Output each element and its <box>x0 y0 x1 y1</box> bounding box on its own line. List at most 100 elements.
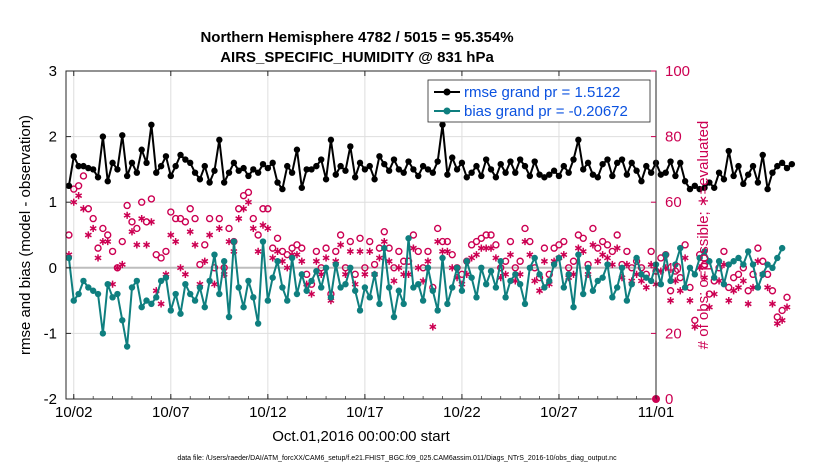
obs-possible-point <box>720 247 728 256</box>
obs-evaluated-point <box>201 257 209 265</box>
obs-possible-point <box>152 250 160 259</box>
bias-point <box>264 297 272 304</box>
rmse-point <box>444 171 451 178</box>
obs-possible-point <box>681 241 689 249</box>
obs-possible-point <box>433 224 442 233</box>
bias-point <box>347 264 354 271</box>
obs-evaluated-point <box>472 251 480 259</box>
obs-evaluated-point <box>167 231 175 239</box>
obs-possible-point <box>196 260 204 269</box>
obs-evaluated-point <box>94 254 102 262</box>
bias-point <box>560 284 568 291</box>
obs-possible-point <box>201 241 209 249</box>
obs-possible-point <box>249 214 257 223</box>
obs-possible-point <box>273 234 282 242</box>
rmse-point <box>211 167 218 174</box>
rmse-point <box>361 166 369 173</box>
rmse-point <box>657 171 665 178</box>
rmse-point <box>318 156 325 163</box>
bias-point <box>453 264 461 271</box>
series-rmse <box>65 121 796 193</box>
rmse-point <box>473 162 480 170</box>
obs-possible-point <box>84 205 93 213</box>
rmse-point <box>206 179 213 186</box>
bias-point <box>371 271 378 278</box>
x-tick-label: 10/12 <box>249 404 287 421</box>
rmse-point <box>133 169 141 176</box>
obs-possible-point <box>336 231 345 239</box>
obs-possible-point <box>390 264 398 272</box>
obs-evaluated-point <box>686 297 694 305</box>
bias-point <box>157 277 165 285</box>
rmse-point <box>216 136 223 144</box>
obs-possible-point <box>142 218 151 226</box>
obs-possible-point <box>783 293 791 302</box>
obs-possible-point <box>700 260 709 269</box>
rmse-point <box>609 172 616 180</box>
rmse-point <box>463 174 470 181</box>
bias-point <box>521 300 529 308</box>
obs-possible-point <box>759 257 767 265</box>
obs-evaluated-point <box>361 270 369 278</box>
obs-evaluated-point <box>138 215 146 223</box>
bias-point <box>119 317 126 324</box>
rmse-point <box>337 162 344 170</box>
bias-point <box>298 271 306 278</box>
rmse-point <box>516 156 524 163</box>
y-tick-label: 3 <box>49 63 57 80</box>
rmse-point <box>769 169 776 176</box>
obs-evaluated-point <box>691 323 699 331</box>
rmse-point <box>531 158 538 165</box>
bias-point <box>187 290 194 298</box>
rmse-point <box>381 160 388 168</box>
obs-possible-point <box>666 287 675 295</box>
obs-evaluated-point <box>579 247 587 255</box>
bias-point <box>715 258 723 265</box>
rmse-point <box>449 154 456 161</box>
rmse-point <box>269 159 276 167</box>
bias-point <box>434 307 441 314</box>
rmse-point <box>521 162 529 170</box>
rmse-point <box>546 171 553 178</box>
bias-point <box>172 290 179 298</box>
obs-possible-point <box>521 224 529 233</box>
bias-point <box>254 320 262 327</box>
bias-point <box>303 287 310 294</box>
rmse-point <box>599 160 606 168</box>
series-group <box>65 121 796 403</box>
obs-possible-point <box>594 244 602 252</box>
obs-possible-point <box>506 237 515 246</box>
rmse-point <box>347 143 354 150</box>
obs-possible-point <box>94 244 102 252</box>
bias-point <box>754 284 762 291</box>
obs-evaluated-point <box>540 257 548 265</box>
obs-evaluated-point <box>308 290 316 298</box>
bias-point <box>109 294 116 301</box>
rmse-point <box>167 172 175 180</box>
rmse-point <box>75 162 82 170</box>
obs-evaluated-point <box>536 287 544 295</box>
obs-evaluated-point <box>734 283 742 292</box>
rmse-point <box>715 169 723 176</box>
rmse-point <box>119 132 126 139</box>
bias-point <box>400 300 407 308</box>
rmse-point <box>759 151 766 159</box>
obs-evaluated-point <box>778 316 786 324</box>
rmse-point <box>740 180 747 188</box>
bias-point <box>589 287 597 294</box>
rmse-point <box>405 158 412 165</box>
rmse-point <box>128 159 136 167</box>
legend-rmse-label: rmse grand pr = 1.5122 <box>464 84 620 101</box>
bias-point <box>143 297 150 304</box>
obs-evaluated-point <box>414 264 422 272</box>
bias-point <box>162 274 170 281</box>
bias-point <box>711 274 718 281</box>
y-right-tick-label: 60 <box>665 194 682 211</box>
obs-possible-point <box>705 290 714 298</box>
bias-point <box>526 264 534 271</box>
rmse-point <box>395 166 403 173</box>
tick-labels: 10/02 10/07 10/12 10/17 10/22 10/27 11/01 -2 -1 0… <box>44 63 690 421</box>
plot-frame <box>65 70 657 400</box>
bias-point <box>740 261 747 268</box>
rmse-point <box>182 156 189 163</box>
